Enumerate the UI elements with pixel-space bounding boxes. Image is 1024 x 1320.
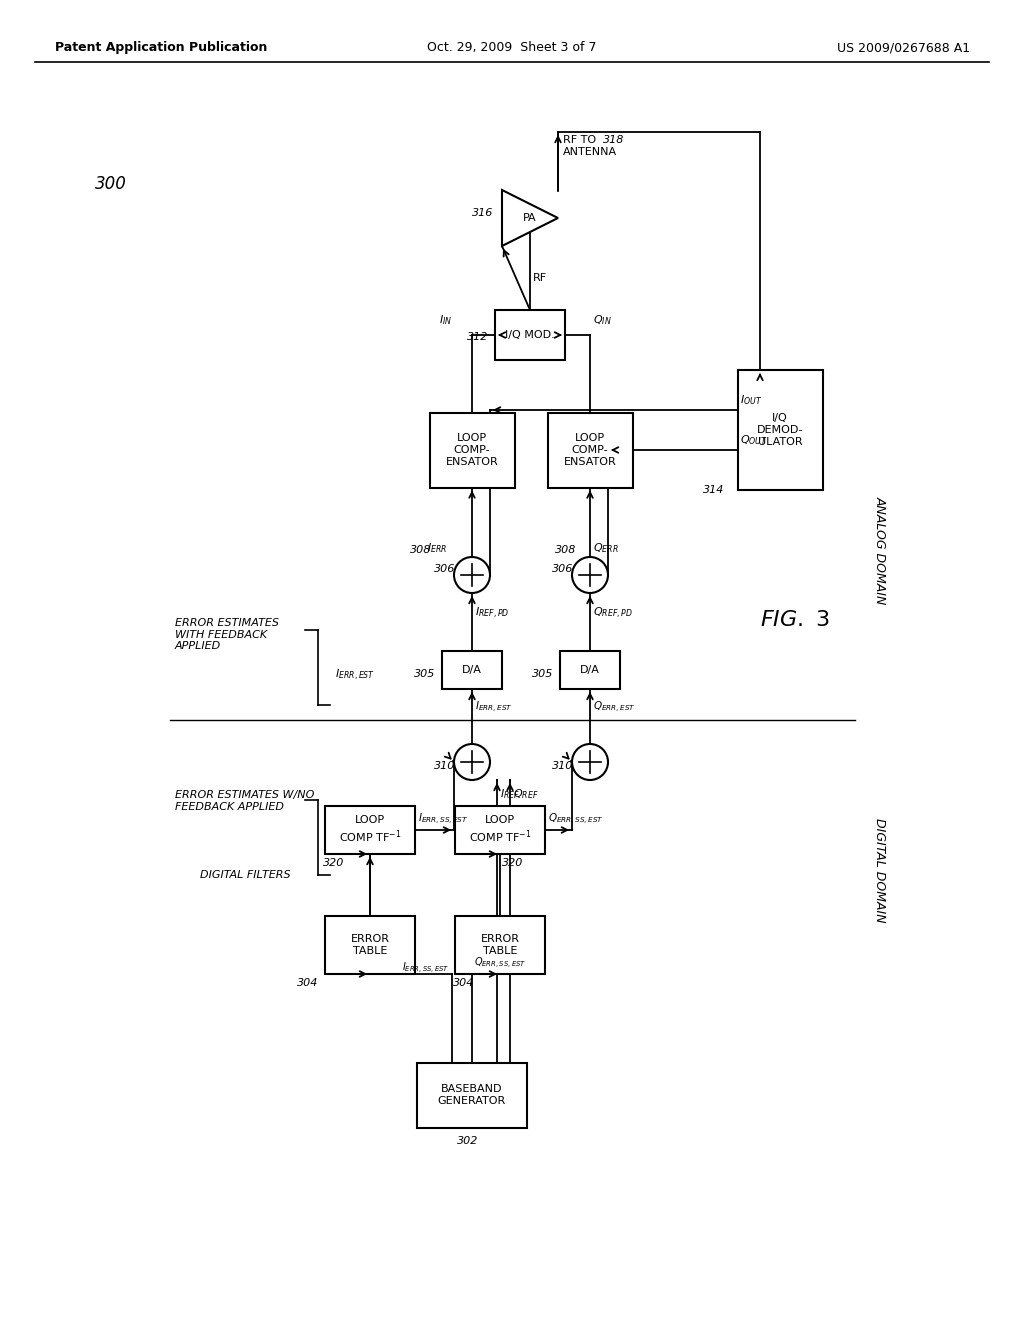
- Text: LOOP
COMP TF$^{-1}$: LOOP COMP TF$^{-1}$: [339, 816, 401, 845]
- Text: 308: 308: [555, 545, 577, 554]
- Text: LOOP
COMP TF$^{-1}$: LOOP COMP TF$^{-1}$: [469, 816, 531, 845]
- Text: $I_{OUT}$: $I_{OUT}$: [739, 393, 762, 407]
- Text: ANALOG DOMAIN: ANALOG DOMAIN: [873, 496, 887, 605]
- Text: PA: PA: [523, 213, 537, 223]
- Bar: [495, 310, 565, 360]
- Text: 305: 305: [532, 669, 553, 678]
- Text: DIGITAL FILTERS: DIGITAL FILTERS: [200, 870, 291, 880]
- Text: 308: 308: [410, 545, 431, 554]
- Text: I/Q MOD.: I/Q MOD.: [505, 330, 555, 341]
- Text: $I_{ERR,EST}$: $I_{ERR,EST}$: [475, 700, 513, 714]
- Text: BASEBAND
GENERATOR: BASEBAND GENERATOR: [438, 1084, 506, 1106]
- Bar: [737, 370, 822, 490]
- Text: $I_{ERR,SS,EST}$: $I_{ERR,SS,EST}$: [402, 961, 450, 975]
- Text: $FIG.\ 3$: $FIG.\ 3$: [760, 610, 829, 630]
- Text: RF TO
ANTENNA: RF TO ANTENNA: [563, 135, 617, 157]
- Text: ERROR ESTIMATES W/NO
FEEDBACK APPLIED: ERROR ESTIMATES W/NO FEEDBACK APPLIED: [175, 789, 314, 812]
- Text: $I_{ERR}$: $I_{ERR}$: [427, 541, 447, 554]
- Bar: [455, 807, 545, 854]
- Bar: [325, 916, 415, 974]
- Text: 320: 320: [502, 858, 523, 869]
- Text: 306: 306: [552, 564, 573, 574]
- Text: $Q_{REF}$: $Q_{REF}$: [513, 787, 539, 801]
- Text: 320: 320: [323, 858, 344, 869]
- Text: 306: 306: [434, 564, 456, 574]
- Circle shape: [454, 557, 490, 593]
- Text: $Q_{ERR,EST}$: $Q_{ERR,EST}$: [593, 700, 636, 714]
- Text: $I_{REF,PD}$: $I_{REF,PD}$: [475, 606, 509, 620]
- Polygon shape: [502, 190, 558, 246]
- Text: I/Q
DEMOD-
ULATOR: I/Q DEMOD- ULATOR: [757, 413, 803, 446]
- Text: $Q_{ERR,SS,EST}$: $Q_{ERR,SS,EST}$: [474, 956, 526, 972]
- Bar: [560, 651, 620, 689]
- Text: 310: 310: [434, 762, 456, 771]
- Text: LOOP
COMP-
ENSATOR: LOOP COMP- ENSATOR: [563, 433, 616, 466]
- Circle shape: [572, 744, 608, 780]
- Text: 316: 316: [472, 209, 494, 218]
- Text: 314: 314: [702, 484, 724, 495]
- Text: ERROR
TABLE: ERROR TABLE: [480, 935, 519, 956]
- Text: $I_{ERR,SS,EST}$: $I_{ERR,SS,EST}$: [418, 812, 469, 828]
- Circle shape: [572, 557, 608, 593]
- Text: Patent Application Publication: Patent Application Publication: [55, 41, 267, 54]
- Text: US 2009/0267688 A1: US 2009/0267688 A1: [837, 41, 970, 54]
- Text: ERROR ESTIMATES
WITH FEEDBACK
APPLIED: ERROR ESTIMATES WITH FEEDBACK APPLIED: [175, 618, 279, 651]
- Text: $I_{ERR,EST}$: $I_{ERR,EST}$: [335, 668, 375, 682]
- Text: D/A: D/A: [580, 665, 600, 675]
- Text: LOOP
COMP-
ENSATOR: LOOP COMP- ENSATOR: [445, 433, 499, 466]
- Text: Oct. 29, 2009  Sheet 3 of 7: Oct. 29, 2009 Sheet 3 of 7: [427, 41, 597, 54]
- Text: RF: RF: [534, 273, 547, 282]
- Text: ERROR
TABLE: ERROR TABLE: [350, 935, 389, 956]
- Text: D/A: D/A: [462, 665, 482, 675]
- Text: $Q_{REF,PD}$: $Q_{REF,PD}$: [593, 606, 633, 620]
- Text: 310: 310: [552, 762, 573, 771]
- Text: $I_{IN}$: $I_{IN}$: [439, 313, 452, 327]
- Text: $Q_{ERR}$: $Q_{ERR}$: [593, 541, 618, 554]
- Bar: [429, 412, 514, 487]
- Bar: [548, 412, 633, 487]
- Text: 304: 304: [453, 978, 474, 987]
- Text: 302: 302: [457, 1135, 478, 1146]
- Text: $I_{REF}$: $I_{REF}$: [500, 787, 520, 801]
- Circle shape: [454, 744, 490, 780]
- Text: 300: 300: [95, 176, 127, 193]
- Bar: [417, 1063, 527, 1127]
- Bar: [442, 651, 502, 689]
- Text: $Q_{IN}$: $Q_{IN}$: [593, 313, 611, 327]
- Text: 305: 305: [414, 669, 435, 678]
- Text: 304: 304: [297, 978, 318, 987]
- Text: DIGITAL DOMAIN: DIGITAL DOMAIN: [873, 817, 887, 923]
- Bar: [455, 916, 545, 974]
- Bar: [325, 807, 415, 854]
- Text: $Q_{OUT}$: $Q_{OUT}$: [739, 433, 767, 447]
- Text: 312: 312: [467, 333, 488, 342]
- Text: 318: 318: [603, 135, 625, 145]
- Text: $Q_{ERR,SS,EST}$: $Q_{ERR,SS,EST}$: [548, 812, 603, 828]
